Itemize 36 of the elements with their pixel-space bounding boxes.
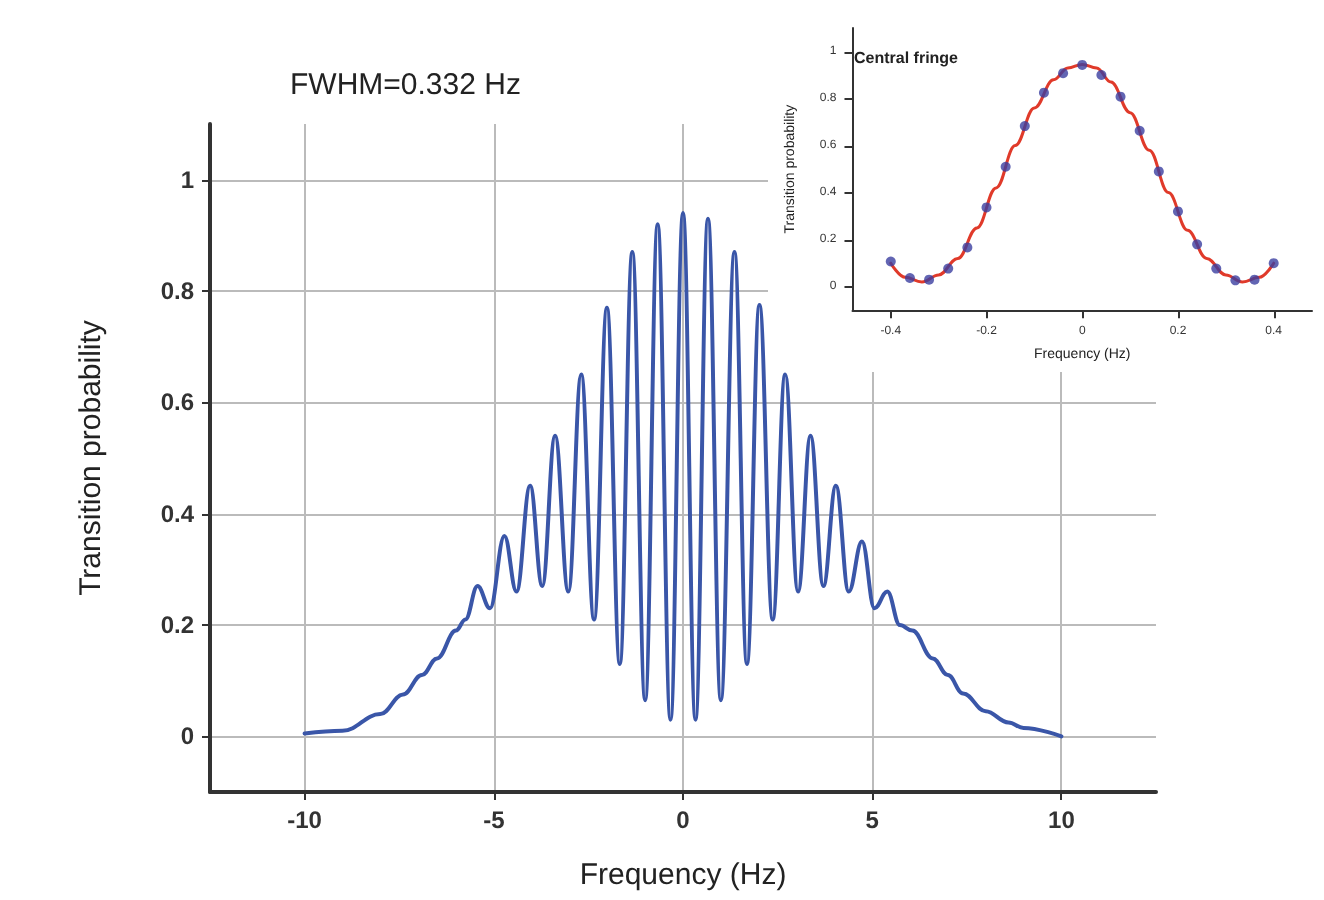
point: [1077, 59, 1088, 70]
chart-title: FWHM=0.332 Hz: [290, 68, 521, 102]
x-tick-label: 0: [676, 806, 691, 834]
point: [943, 263, 954, 274]
point: [1249, 274, 1260, 285]
point: [1211, 263, 1222, 274]
x-tick-label: -10: [287, 806, 323, 834]
point: [1192, 239, 1203, 250]
point: [981, 202, 992, 213]
point: [1230, 275, 1241, 286]
y-tick-label: 0: [180, 722, 195, 751]
y-tick-label: 0.6: [160, 388, 195, 417]
y-tick-label: 0.4: [160, 499, 195, 528]
y-tick-label: 0.2: [160, 611, 195, 639]
point: [962, 242, 973, 253]
point: [1115, 91, 1126, 102]
x-tick-label: 10: [1048, 806, 1076, 834]
point: [1058, 68, 1069, 79]
point: [1153, 166, 1164, 177]
point: [904, 272, 915, 283]
x-tick-label: -5: [483, 806, 506, 834]
point: [1268, 258, 1279, 269]
y-tick-label: 0.8: [160, 277, 195, 305]
point: [1134, 125, 1145, 136]
point: [1172, 206, 1183, 217]
point: [1038, 87, 1049, 98]
point: [1000, 161, 1011, 172]
y-axis-title: Transition probability: [74, 319, 108, 596]
point: [885, 256, 896, 267]
point: [924, 274, 935, 285]
point: [1019, 121, 1030, 132]
text: Central fringe: [854, 49, 960, 67]
point: [1096, 70, 1107, 81]
y-tick-label: 1: [180, 165, 195, 194]
x-axis-title: Frequency (Hz): [579, 858, 787, 892]
x-tick-label: 5: [865, 806, 880, 834]
